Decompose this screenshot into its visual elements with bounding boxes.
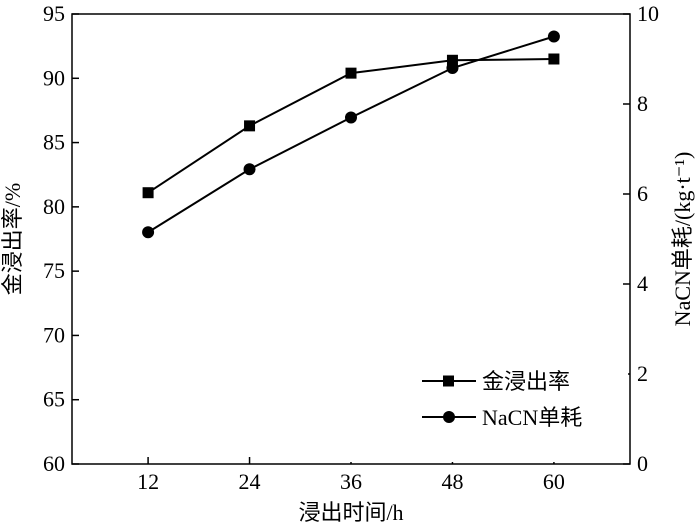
y-axis-left-title: 金浸出率/%: [0, 183, 25, 295]
legend-background: [345, 320, 628, 462]
data-point-circle: [547, 30, 560, 43]
y-axis-right-title: NaCN单耗/(kg·t⁻¹): [670, 152, 695, 327]
x-tick-label: 12: [137, 469, 159, 494]
legend-label-gold: 金浸出率: [482, 369, 570, 394]
y-left-tick-label: 75: [43, 258, 65, 283]
data-point-square: [548, 53, 560, 65]
data-point-circle: [243, 163, 256, 176]
series-line-1: [147, 35, 555, 234]
y-left-tick-label: 90: [43, 65, 65, 90]
y-left-tick-label: 70: [43, 322, 65, 347]
y-right-tick-label: 0: [637, 451, 648, 476]
x-axis-title: 浸出时间/h: [298, 500, 403, 525]
y-right-tick-label: 6: [637, 181, 648, 206]
legend-marker-square: [443, 375, 454, 387]
x-tick-label: 60: [543, 469, 565, 494]
data-point-circle: [142, 226, 155, 239]
data-point-square: [446, 54, 458, 66]
data-point-square: [345, 67, 357, 79]
y-left-tick-label: 85: [43, 130, 65, 155]
y-right-tick-label: 4: [637, 271, 648, 296]
series-line-0: [147, 58, 554, 194]
series-layer: [142, 30, 560, 239]
legend-label-nacn: NaCN单耗: [482, 405, 582, 430]
x-tick-label: 48: [441, 469, 463, 494]
data-point-square: [142, 187, 154, 199]
x-tick-label: 36: [340, 469, 362, 494]
legend: 金浸出率 NaCN单耗: [345, 320, 628, 462]
y-left-tick-label: 65: [43, 387, 65, 412]
y-left-tick-label: 95: [43, 1, 65, 26]
y-right-tick-label: 2: [637, 361, 648, 386]
legend-marker-circle: [443, 411, 455, 423]
y-right-tick-label: 8: [637, 91, 648, 116]
y-right-tick-label: 10: [637, 1, 659, 26]
data-point-square: [244, 120, 256, 132]
y-left-tick-label: 80: [43, 194, 65, 219]
y-left-tick-label: 60: [43, 451, 65, 476]
data-point-circle: [345, 111, 357, 124]
x-tick-label: 24: [239, 469, 261, 494]
data-point-circle: [446, 62, 459, 74]
